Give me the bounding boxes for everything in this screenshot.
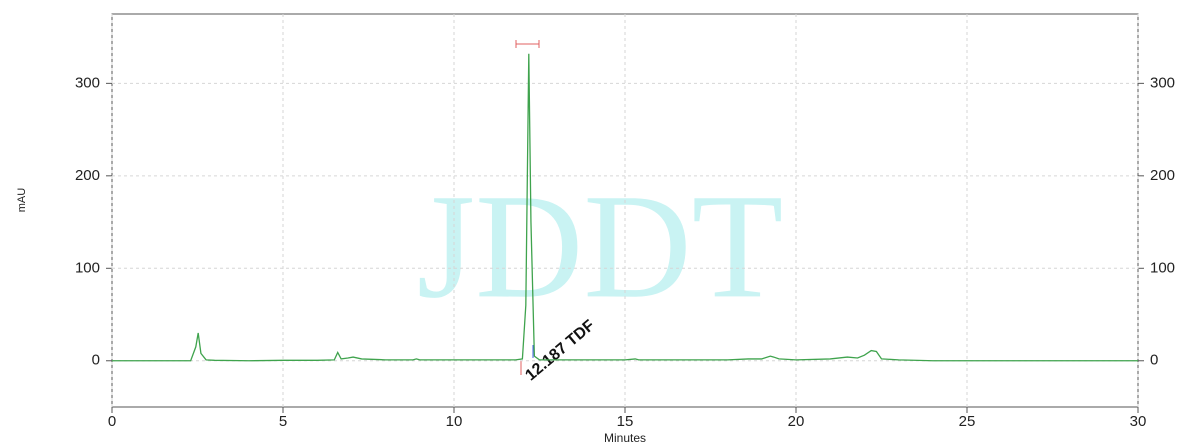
y-tick-label: 300 — [75, 74, 100, 91]
y2-tick-label: 300 — [1150, 74, 1175, 91]
x-tick-label: 0 — [108, 413, 116, 430]
y2-tick-label: 0 — [1150, 352, 1158, 369]
y2-tick-label: 200 — [1150, 167, 1175, 184]
x-axis-label: Minutes — [604, 431, 646, 445]
x-tick-label: 10 — [446, 413, 463, 430]
y-tick-label: 0 — [92, 352, 100, 369]
x-tick-label: 15 — [617, 413, 634, 430]
x-tick-label: 25 — [959, 413, 976, 430]
x-tick-label: 30 — [1130, 413, 1147, 430]
y2-tick-label: 100 — [1150, 259, 1175, 276]
y-tick-label: 200 — [75, 167, 100, 184]
x-tick-label: 20 — [788, 413, 805, 430]
trace-line — [112, 53, 1138, 362]
y-axis-label: mAU — [16, 188, 28, 213]
y-tick-label: 100 — [75, 259, 100, 276]
x-tick-label: 5 — [279, 413, 287, 430]
watermark: JDDT — [417, 163, 784, 329]
